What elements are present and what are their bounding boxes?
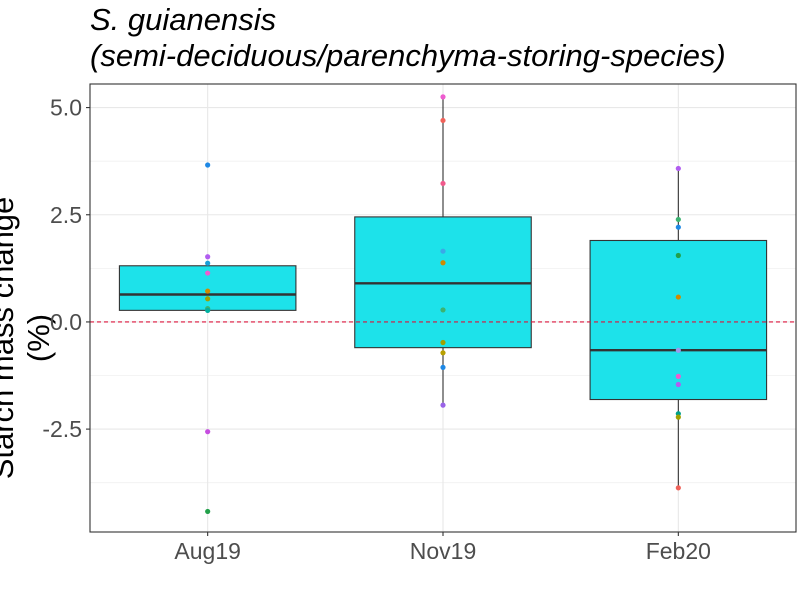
data-point (675, 224, 681, 230)
data-point (675, 165, 681, 172)
box-nov19 (354, 96, 532, 406)
y-tick-label: 5.0 (50, 95, 82, 121)
data-point (440, 94, 446, 100)
data-point (675, 294, 681, 300)
data-point (675, 347, 681, 353)
data-point (440, 117, 446, 124)
data-point (675, 381, 681, 388)
box-feb20 (589, 168, 768, 488)
data-point (675, 414, 681, 420)
data-point (440, 180, 446, 187)
y-tick-label: 2.5 (50, 202, 82, 228)
data-point (205, 254, 211, 260)
data-point (675, 485, 681, 491)
data-point (440, 402, 446, 408)
chart-title-line-1: S. guianensis (90, 2, 277, 37)
data-point (440, 350, 446, 356)
box-body (589, 239, 768, 401)
data-point (205, 508, 211, 515)
y-tick-label: -2.5 (42, 416, 82, 442)
data-point (440, 364, 446, 370)
data-point (440, 339, 446, 346)
x-tick-label: Nov19 (410, 538, 476, 564)
data-point (675, 216, 681, 223)
data-point (205, 288, 211, 294)
data-point (440, 260, 446, 266)
data-point (205, 260, 211, 266)
data-point (205, 162, 211, 168)
x-tick-label: Feb20 (646, 538, 711, 564)
chart-title: S. guianensis (semi-deciduous/parenchyma… (90, 2, 726, 74)
data-point (205, 307, 211, 313)
data-point (440, 307, 446, 313)
y-tick-label: 0.0 (50, 309, 82, 335)
data-point (675, 252, 681, 259)
data-point (440, 248, 446, 254)
data-point (205, 429, 211, 435)
x-tick-label: Aug19 (174, 538, 241, 564)
data-point (675, 373, 681, 379)
data-point (205, 296, 211, 302)
chart-title-line-2: (semi-deciduous/parenchyma-storing-speci… (90, 38, 726, 73)
data-point (205, 270, 211, 276)
